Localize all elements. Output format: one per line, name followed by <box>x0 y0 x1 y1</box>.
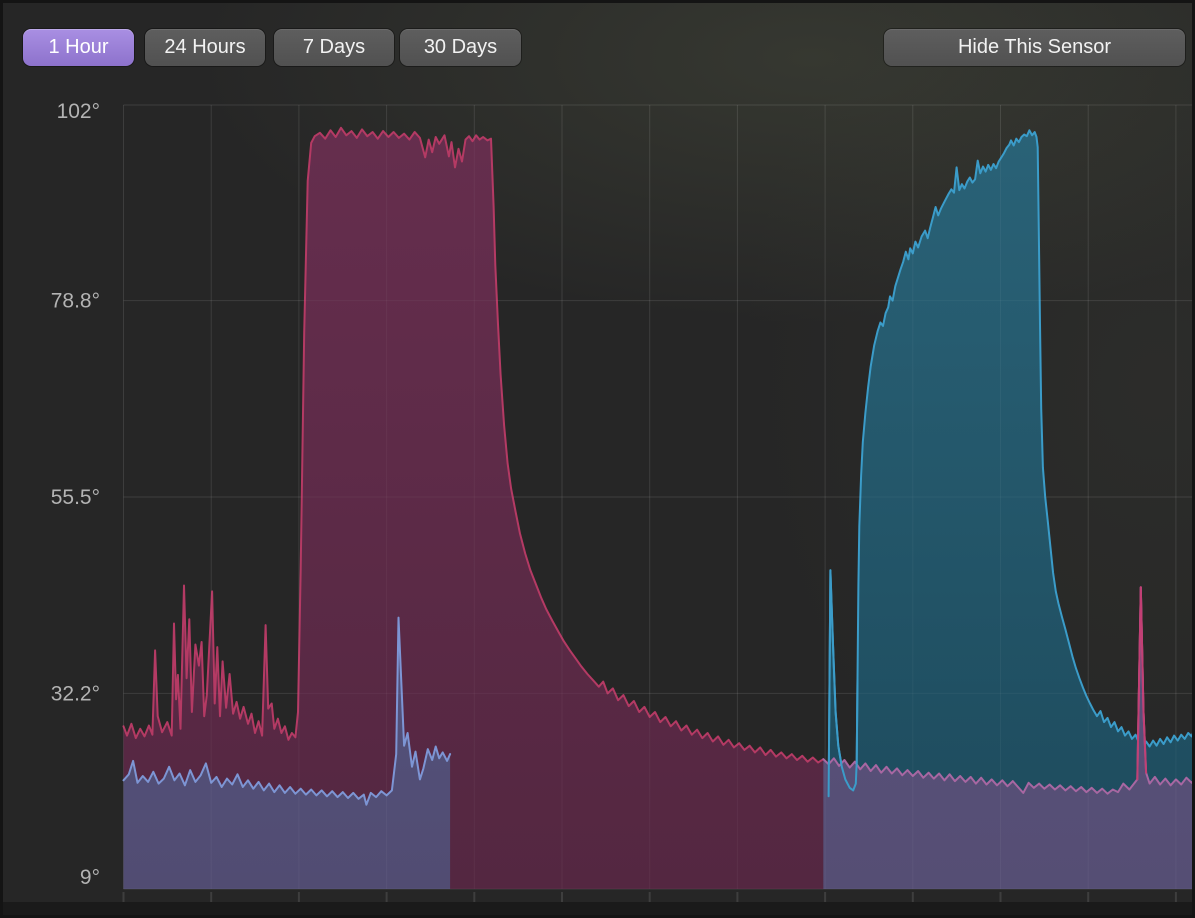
line-blue-1 <box>122 616 452 806</box>
line-teal-2 <box>827 129 1192 798</box>
y-axis-label: 55.5° <box>51 486 100 509</box>
graph-toolbar: 1 Hour 24 Hours 7 Days 30 Days Hide This… <box>3 3 1192 93</box>
grid-over <box>123 104 1192 890</box>
y-axis-labels: 102° 78.8° 55.5° 32.2° 9° <box>51 100 100 889</box>
y-axis-label: 78.8° <box>51 290 100 313</box>
temperature-area-chart: 102° 78.8° 55.5° 32.2° 9° <box>51 100 1192 906</box>
y-axis-label: 9° <box>80 866 100 889</box>
area-red-0 <box>123 127 1192 889</box>
line-teal-4 <box>827 569 859 798</box>
area-red-3 <box>823 587 1192 889</box>
range-button-30-days[interactable]: 30 Days <box>400 29 521 66</box>
range-button-24-hours[interactable]: 24 Hours <box>145 29 265 66</box>
y-axis-label: 102° <box>57 100 100 123</box>
hide-this-sensor-button[interactable]: Hide This Sensor <box>884 29 1185 66</box>
range-button-7-days[interactable]: 7 Days <box>274 29 394 66</box>
line-red-5 <box>1136 586 1148 781</box>
y-axis-label: 32.2° <box>51 682 100 705</box>
area-teal-2 <box>828 130 1192 889</box>
window-bottom-edge <box>3 902 1192 915</box>
range-button-1-hour[interactable]: 1 Hour <box>23 29 134 66</box>
area-blue-1 <box>123 617 451 889</box>
